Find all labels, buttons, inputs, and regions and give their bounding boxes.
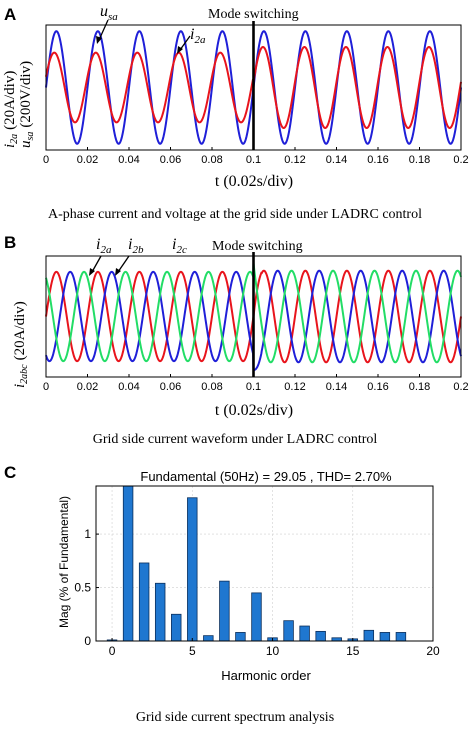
panel-a-caption: A-phase current and voltage at the grid … (48, 207, 422, 222)
panel-a-xtick-label: 0.02 (77, 154, 98, 166)
panel-b-xtick-label: 0.18 (409, 381, 430, 393)
svg-text:Mag (% of Fundamental): Mag (% of Fundamental) (57, 496, 71, 628)
panel-a-ylabel-voltage: usa(200V/div) (18, 61, 36, 148)
panel-c-bar-h13 (315, 630, 326, 642)
panel-c-plot-frame (95, 485, 434, 642)
panel-a-mode-switching-label: Mode switching (208, 7, 299, 22)
panel-c-xtick-label: 5 (189, 644, 196, 658)
panel-b-xtick-label: 0.06 (160, 381, 181, 393)
panel-b-xtick-label: 0.2 (453, 381, 468, 393)
panel-b-i2a-label: i2a (96, 236, 112, 256)
panel-a-xtick-label: 0.06 (160, 154, 181, 166)
panel-b-xtick-label: 0 (43, 381, 49, 393)
panel-a-xlabel: t (0.02s/div) (215, 173, 293, 190)
panel-c-xtick-label: 20 (426, 644, 440, 658)
svg-text:usa(200V/div): usa(200V/div) (18, 61, 36, 148)
panel-b-i2a-arrow (91, 255, 102, 273)
panel-b-letter: B (4, 233, 16, 252)
panel-c-xlabel: Harmonic order (221, 668, 311, 683)
panel-a-xtick-label: 0 (43, 154, 49, 166)
panel-b-i2c-label: i2c (172, 236, 187, 256)
panel-c-caption: Grid side current spectrum analysis (136, 710, 334, 725)
svg-text:i2a(20A/div): i2a(20A/div) (2, 71, 20, 148)
panel-c-bar-h8 (235, 632, 246, 642)
panel-a-xtick-label: 0.04 (118, 154, 139, 166)
panel-c-bar-h16 (363, 629, 375, 642)
panel-a-letter: A (4, 5, 16, 24)
panel-b-plot: 0 0.02 0.04 0.06 0.08 0.1 0.12 0.14 0.16 0.18 0.2 (43, 252, 469, 393)
panel-a-i2a-label: i2a (190, 26, 206, 46)
panel-c-plot: 0 5 10 15 20 0 0.5 1 (74, 485, 440, 658)
panel-c-bar-h17 (379, 632, 391, 642)
panel-c-xtick-label: 0 (109, 644, 116, 658)
panel-a-plot: 0 0.02 0.04 0.06 0.08 0.1 0.12 0.14 0.16 0.18 0.2 (43, 21, 469, 166)
panel-b-xtick-label: 0.14 (326, 381, 347, 393)
panel-b-i2b-arrowhead (115, 268, 121, 276)
panel-a-usa-label: usa (100, 3, 118, 23)
panel-b-xtick-label: 0.12 (284, 381, 305, 393)
panel-b-i2a-arrowhead (89, 268, 95, 276)
panel-c-bar-h4 (171, 613, 182, 642)
panel-c: C 0 5 10 15 20 0 0.5 1 Fundamental (50Hz) = 29.… (4, 463, 440, 725)
panel-a-ylabel-current: i2a(20A/div) (2, 71, 20, 148)
panel-c-title: Fundamental (50Hz) = 29.05 , THD= 2.70% (140, 469, 392, 484)
panel-c-bar-h9 (251, 592, 262, 642)
panel-a-xtick-label: 0.08 (201, 154, 222, 166)
panel-b-xtick-label: 0.02 (77, 381, 98, 393)
svg-text:i2abc(20A/div): i2abc(20A/div) (12, 301, 30, 388)
panel-c-ytick-label: 0 (84, 634, 91, 648)
panel-a-xtick-label: 0.1 (246, 154, 261, 166)
panel-a-i2a-arrowhead (177, 46, 183, 54)
panel-c-xtick-label: 10 (266, 644, 280, 658)
panel-b-i2b-label: i2b (128, 236, 144, 256)
panel-c-bar-h12 (299, 625, 310, 642)
panel-c-bar-h2 (138, 562, 150, 642)
panel-a-xtick-label: 0.14 (326, 154, 347, 166)
panel-a-xtick-label: 0.2 (453, 154, 468, 166)
panel-c-ytick-label: 1 (84, 527, 91, 541)
panel-c-letter: C (4, 463, 16, 482)
panel-a-usa-arrowhead (96, 36, 102, 44)
panel-c-bar-h3 (154, 582, 166, 642)
panel-c-ylabel: Mag (% of Fundamental) (57, 496, 71, 628)
panel-c-bar-h11 (283, 620, 294, 642)
panel-b-mode-switching-label: Mode switching (212, 239, 303, 254)
panel-c-ytick-label: 0.5 (74, 581, 91, 595)
panel-b-xtick-label: 0.08 (201, 381, 222, 393)
panel-b-xtick-label: 0.16 (367, 381, 388, 393)
panel-b-xlabel: t (0.02s/div) (215, 402, 293, 419)
panel-b-xtick-label: 0.1 (246, 381, 261, 393)
panel-c-bar-h18 (395, 632, 407, 642)
panel-c-bar-h5 (187, 497, 198, 642)
panel-b-caption: Grid side current waveform under LADRC c… (93, 432, 378, 447)
panel-b-i2b-arrow (117, 255, 130, 273)
panel-a-xtick-label: 0.12 (284, 154, 305, 166)
panel-a-xtick-label: 0.18 (409, 154, 430, 166)
panel-b-xtick-label: 0.04 (118, 381, 139, 393)
panel-b-ylabel-current: i2abc(20A/div) (12, 301, 30, 388)
panel-c-bar-h6 (203, 635, 214, 642)
panel-a: A 0 0.02 0.04 0.06 0.08 0.1 0.12 0.14 0.16 0.18 0.… (2, 3, 469, 222)
panel-c-bar-h7 (219, 580, 230, 642)
panel-b: B 0 0.02 0.04 0.06 0.08 0.1 0.12 0.14 0.16 0.18 0.… (4, 233, 469, 447)
panel-a-xtick-label: 0.16 (367, 154, 388, 166)
panel-a-usa-arrow (98, 19, 109, 41)
panel-c-bar-h1 (122, 485, 134, 642)
panel-c-xtick-label: 15 (346, 644, 360, 658)
panel-a-i2a-arrow (179, 35, 191, 51)
